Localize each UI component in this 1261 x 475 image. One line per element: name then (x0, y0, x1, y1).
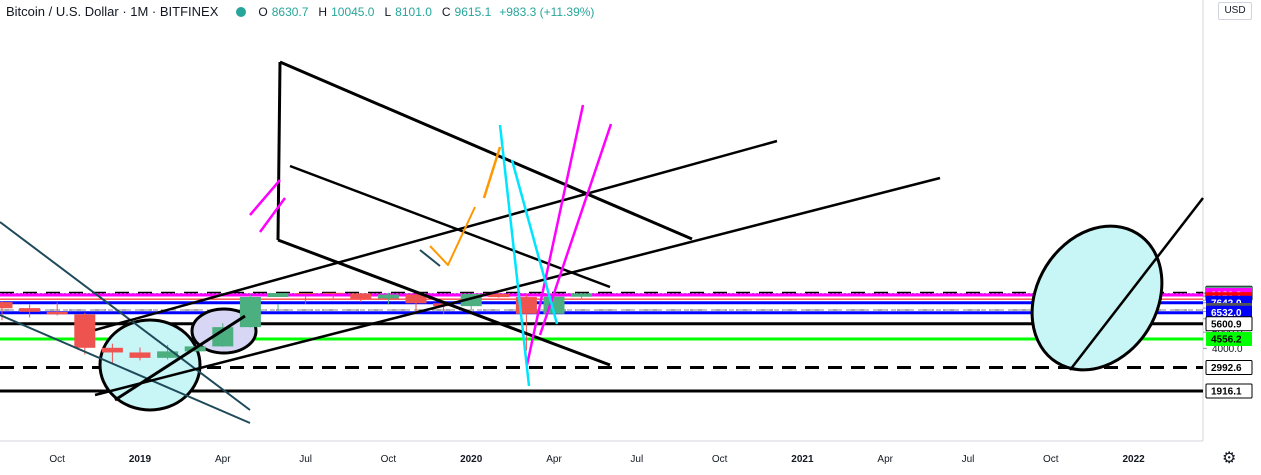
high-label: H (318, 4, 328, 19)
x-tick-label: Oct (381, 454, 397, 465)
high-value: 10045.0 (331, 4, 375, 19)
x-tick-label: Jul (630, 454, 643, 465)
x-tick-label: Apr (546, 454, 562, 465)
price-label-box (1205, 316, 1253, 332)
trend-line (0, 314, 251, 424)
candle-body (267, 293, 289, 297)
price-label-box (1206, 305, 1252, 320)
candle-body (157, 351, 179, 358)
low-value: 8101.0 (395, 4, 432, 19)
x-tick-label: Apr (877, 454, 893, 465)
price-label: 4556.2 (1206, 331, 1252, 346)
x-tick-label: 2022 (1122, 454, 1145, 465)
x-tick-label: Oct (712, 454, 728, 465)
x-tick-label: Jul (962, 454, 975, 465)
trend-line (276, 61, 282, 241)
open-label: O (258, 4, 268, 19)
orange-line (429, 206, 476, 266)
candle-body (239, 296, 261, 328)
x-tick-label: Oct (49, 454, 65, 465)
close-value: 9615.1 (454, 4, 492, 19)
trend-line (0, 221, 251, 411)
symbol-title[interactable]: Bitcoin / U.S. Dollar · 1M · BITFINEX (6, 4, 219, 19)
trend-line (94, 139, 778, 332)
candle-body (350, 293, 372, 299)
price-label-box (1205, 383, 1253, 399)
candle-body (571, 293, 593, 297)
trend-line (419, 249, 441, 267)
change-value: +983.3 (+11.39%) (499, 4, 595, 19)
price-label: 5600.9 (1205, 316, 1253, 332)
price-label-text: 2992.6 (1211, 363, 1242, 374)
gear-icon[interactable]: ⚙ (1222, 450, 1237, 467)
trend-line (114, 314, 246, 402)
magenta-line (249, 179, 281, 216)
highlight-ellipse (1030, 224, 1164, 372)
x-tick-label: Apr (215, 454, 231, 465)
x-tick-label: 2020 (460, 454, 483, 465)
x-tick-label: 2021 (791, 454, 814, 465)
price-label-text: 1916.1 (1211, 387, 1242, 398)
candle-body (405, 294, 427, 304)
magenta-line (258, 197, 287, 233)
candle-body (377, 294, 399, 299)
magenta-line (538, 123, 613, 336)
orange-line (482, 146, 502, 199)
price-label: 1916.1 (1205, 383, 1253, 399)
open-value: 8630.7 (271, 4, 309, 19)
candle-body (129, 352, 151, 358)
x-tick-label: 2019 (129, 454, 152, 465)
trend-line (279, 60, 693, 241)
trend-line (277, 238, 611, 367)
price-label: 2992.6 (1205, 359, 1253, 375)
candle-body (488, 293, 510, 298)
cyan-line (498, 124, 531, 387)
candle-body (322, 292, 344, 294)
market-status-dot (236, 6, 247, 17)
candle-body (74, 314, 96, 348)
x-tick-label: Oct (1043, 454, 1059, 465)
x-tick-label: Jul (299, 454, 312, 465)
price-label-text: 6532.0 (1211, 308, 1242, 319)
price-label-box (1206, 331, 1252, 346)
price-label-text: 5600.9 (1211, 319, 1242, 330)
candle-body (295, 293, 317, 295)
close-label: C (441, 4, 451, 19)
candle-body (19, 308, 41, 312)
cyan-line (510, 159, 559, 325)
candle-body (101, 347, 123, 353)
price-label-box (1205, 359, 1253, 375)
price-label-text: 4556.2 (1211, 334, 1242, 345)
y-tick-label: 4000.0 (1212, 344, 1243, 355)
price-axis-panel (1203, 0, 1261, 475)
currency-button[interactable]: USD (1218, 2, 1252, 20)
trend-line (289, 164, 611, 289)
price-label: 6532.0 (1206, 305, 1252, 320)
trend-line (1069, 197, 1204, 371)
magenta-line (525, 104, 585, 366)
candle-body (0, 302, 13, 309)
candle-body (46, 311, 68, 315)
low-label: L (384, 4, 392, 19)
